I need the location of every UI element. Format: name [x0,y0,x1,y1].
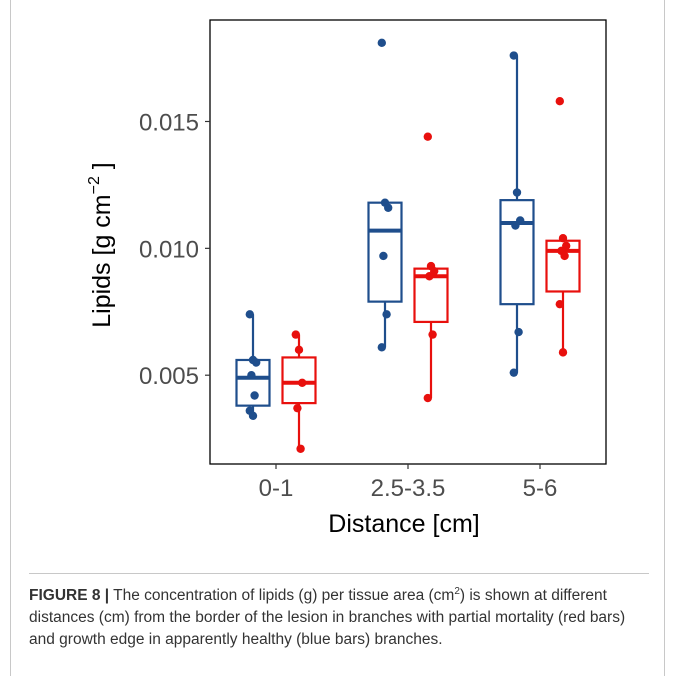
x-axis-label: Distance [cm] [328,510,479,538]
x-tick-label: 0-1 [259,475,294,502]
data-point [379,251,388,261]
data-point [247,371,256,380]
y-axis-label-exponent: −2 [86,176,103,194]
caption-text-1: The concentration of lipids (g) per tiss… [109,587,455,604]
data-point [560,251,569,261]
x-tick-label: 2.5-3.5 [371,475,446,502]
box-group [235,310,271,420]
box-group [499,51,535,377]
y-tick-label: 0.015 [139,109,199,136]
data-point [294,345,304,355]
box [281,356,317,405]
x-tick-label: 5-6 [523,475,558,502]
caption-label: FIGURE 8 | [29,587,110,604]
box-group [281,330,317,453]
box-group [545,96,581,357]
data-point [384,203,393,212]
data-point [291,330,300,339]
figure-frame [10,0,665,676]
data-point [509,368,518,377]
data-point [423,132,432,141]
figure-caption: FIGURE 8 | The concentration of lipids (… [29,585,649,651]
data-point [511,221,520,230]
data-point [296,444,305,453]
caption-text-2: ) is shown at different distances (cm) f… [29,587,626,648]
data-point [558,348,568,357]
box-group [413,132,449,403]
y-axis-label-close: ] [88,162,116,176]
data-point [252,358,261,367]
plot-panel [209,19,607,465]
data-point [298,378,307,388]
data-point [514,327,523,337]
data-point [428,330,437,339]
y-axis-label: Lipids [g cm−2 ] [86,162,116,328]
x-axis: 0-1 2.5-3.5 5-6 [259,464,558,502]
data-point [558,233,568,243]
data-point [245,310,254,319]
data-point [377,343,386,352]
y-tick-label: 0.010 [139,236,199,263]
caption-superscript: 2 [454,585,460,597]
data-point [250,391,259,400]
data-point [382,310,391,319]
boxplot-chart: 0.005 0.010 0.015 0-1 2.5-3.5 5-6 Distance [… [86,19,607,538]
y-axis-label-main: Lipids [g cm [88,194,116,327]
data-point [248,411,258,420]
box-group [367,38,403,352]
box [499,199,535,306]
y-tick-label: 0.005 [139,363,199,390]
data-point [425,272,434,281]
caption-divider [29,573,649,574]
data-point [293,403,302,413]
data-point [555,299,564,309]
data-point [377,38,386,48]
chart-marks [235,38,581,453]
data-point [512,188,522,197]
y-axis: 0.005 0.010 0.015 [139,109,210,390]
data-point [423,393,432,403]
data-point [555,96,564,106]
data-point [509,51,518,60]
